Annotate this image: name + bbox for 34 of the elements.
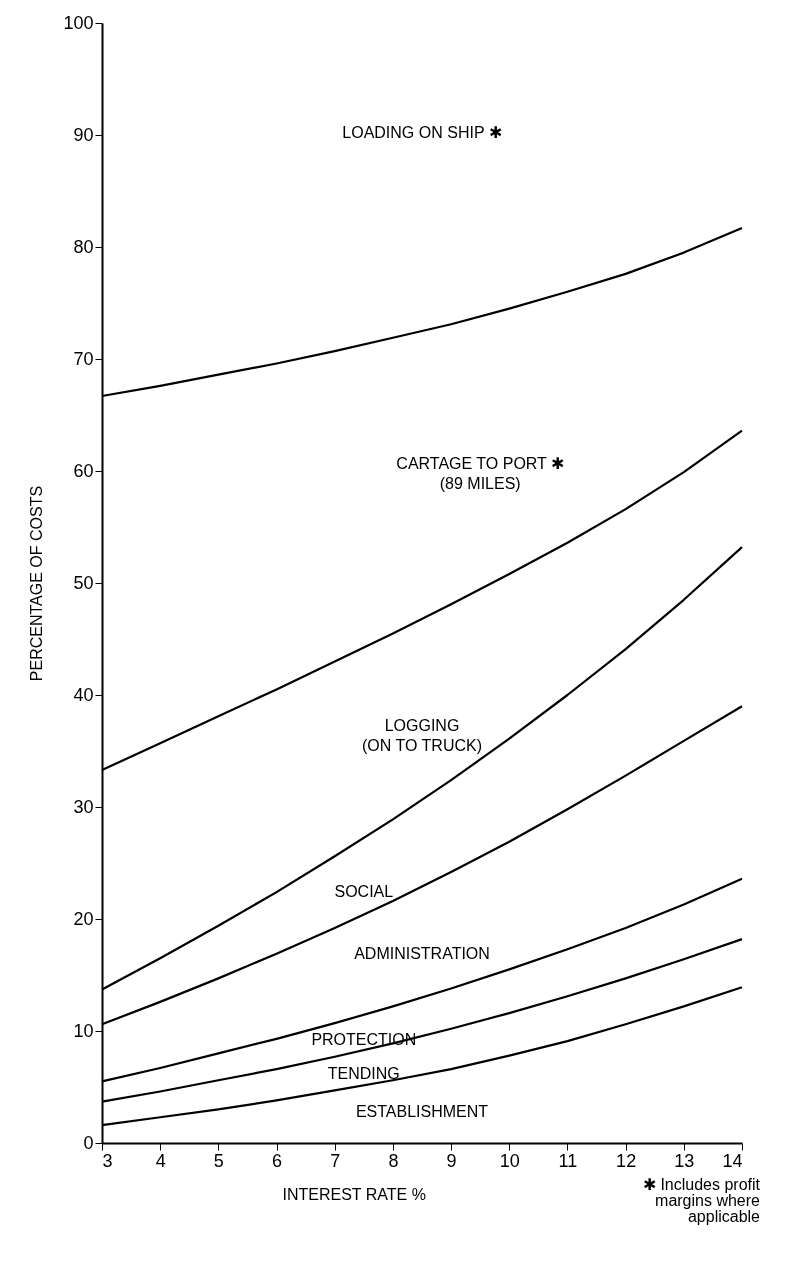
y-tick-label: 40 [73, 684, 94, 705]
y-tick-label: 0 [83, 1132, 94, 1153]
x-tick-label: 13 [674, 1150, 695, 1171]
x-tick-label: 9 [446, 1150, 457, 1171]
annotation: TENDING [327, 1064, 400, 1082]
y-tick-label: 20 [73, 908, 94, 929]
x-axis-title: INTEREST RATE % [282, 1185, 426, 1203]
x-tick-label: 7 [330, 1150, 341, 1171]
y-tick-label: 90 [73, 124, 94, 145]
y-tick-label: 60 [73, 460, 94, 481]
x-tick-label: 4 [155, 1150, 166, 1171]
y-tick-label: 10 [73, 1020, 94, 1041]
x-tick-label: 5 [213, 1150, 224, 1171]
y-tick-label: 30 [73, 796, 94, 817]
y-tick-label: 70 [73, 348, 94, 369]
x-tick-label: 12 [616, 1150, 637, 1171]
annotation: LOGGING (ON TO TRUCK) [361, 717, 483, 755]
x-tick-label: 10 [499, 1150, 520, 1171]
x-tick-label: 11 [558, 1150, 578, 1171]
annotation: ESTABLISHMENT [355, 1102, 489, 1120]
y-tick-label: 50 [73, 572, 94, 593]
annotation: ADMINISTRATION [354, 944, 490, 962]
annotation: LOADING ON SHIP ✱ [342, 124, 502, 142]
annotation: SOCIAL [334, 883, 394, 901]
x-tick-label: 6 [272, 1150, 283, 1171]
annotation: PROTECTION [311, 1030, 417, 1048]
x-tick-label: 3 [102, 1150, 113, 1171]
annotation: CARTAGE TO PORT ✱ (89 MILES) [396, 455, 565, 493]
y-tick-label: 80 [73, 236, 94, 257]
text: ✱ Includes profit margins where applicable [642, 1176, 761, 1225]
x-tick-label: 14 [722, 1150, 743, 1171]
x-tick-label: 8 [388, 1150, 399, 1171]
y-tick-label: 100 [63, 12, 94, 33]
y-axis-title: PERCENTAGE OF COSTS [28, 485, 46, 682]
